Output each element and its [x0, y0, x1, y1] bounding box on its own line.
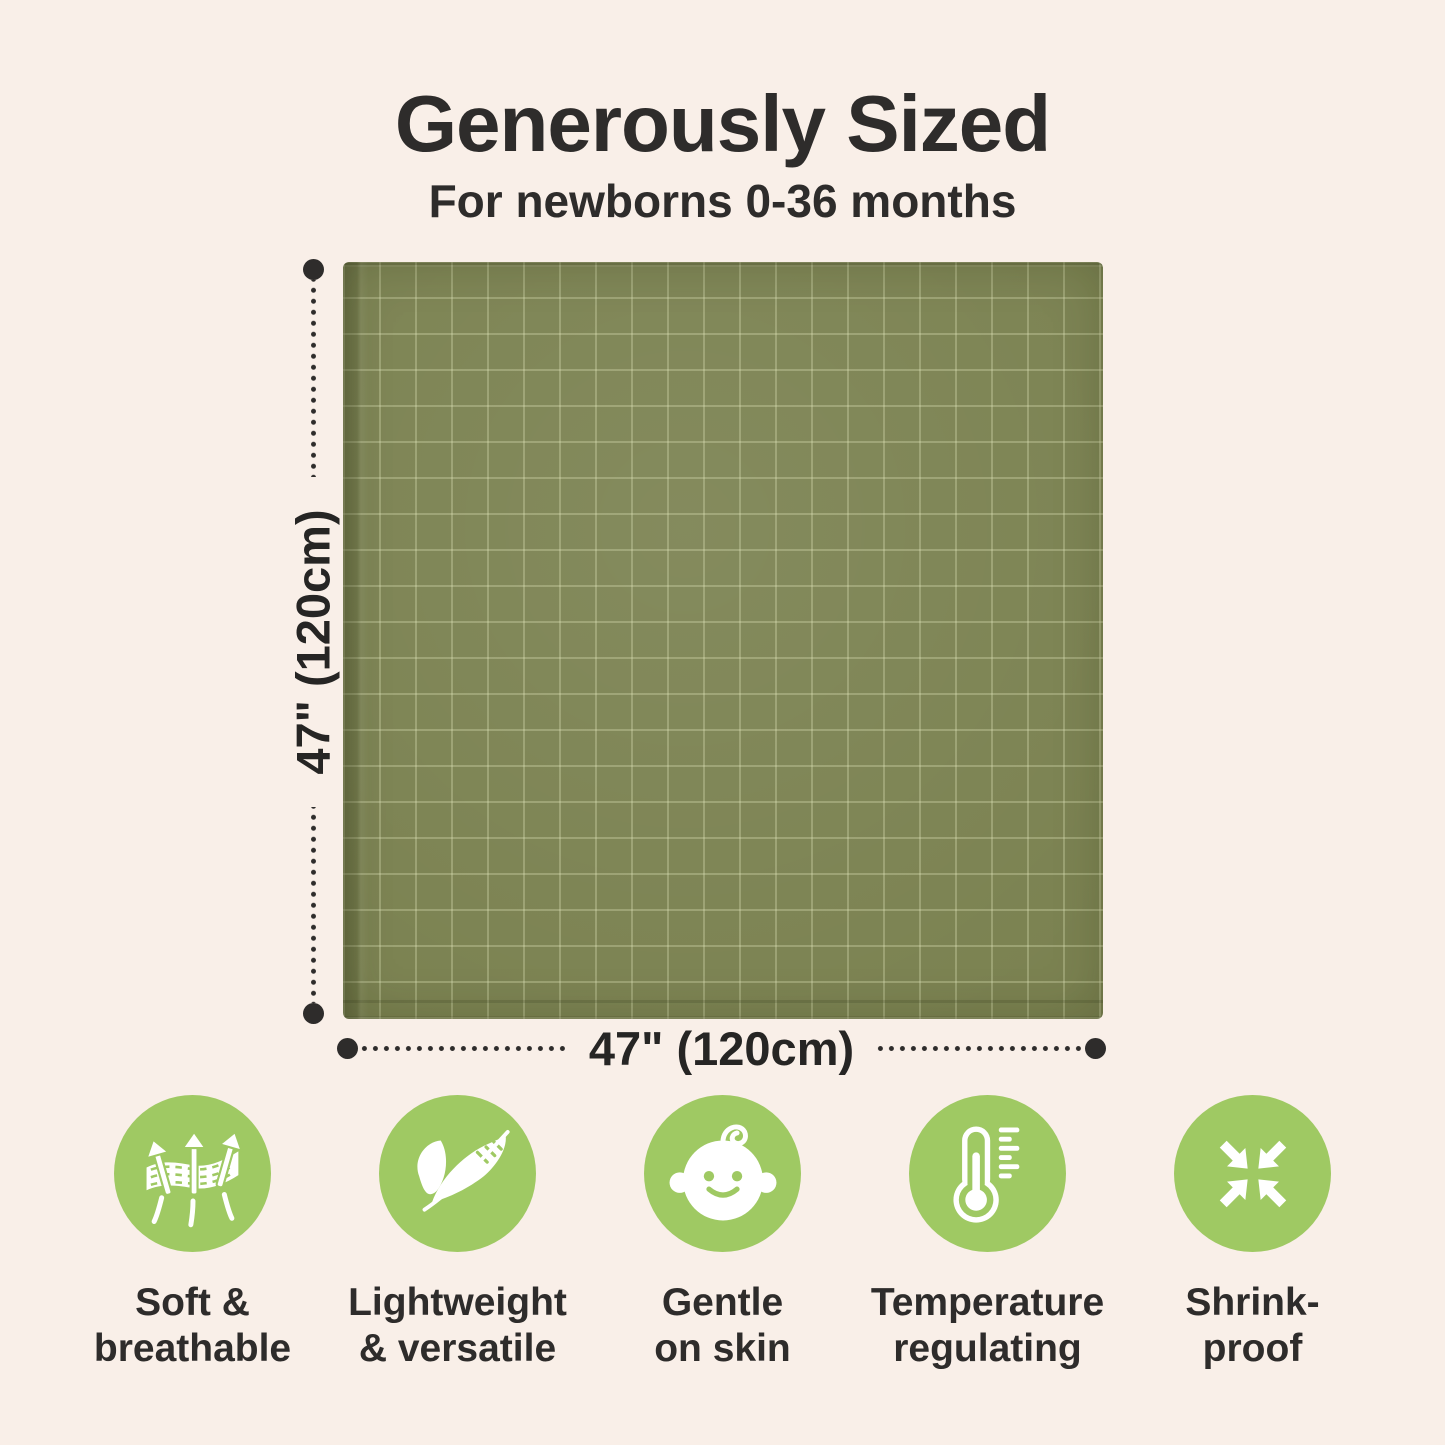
dimension-dot-right — [1085, 1037, 1106, 1059]
dimension-dotted-line-upper — [310, 280, 316, 477]
dimension-dotted-line-lower — [310, 806, 316, 1003]
feather-icon — [416, 1129, 510, 1212]
feature-label-line2: proof — [1202, 1326, 1303, 1370]
feature-label: Gentle on skin — [654, 1280, 791, 1371]
feature-label-line1: Gentle — [661, 1281, 784, 1324]
feature-temperature-regulating: Temperature regulating — [855, 1095, 1120, 1371]
dimension-dot-left — [337, 1037, 358, 1059]
width-dimension: 47" (120cm) — [337, 1022, 1106, 1075]
feature-circle — [379, 1095, 536, 1252]
feature-gentle-on-skin: Gentle on skin — [590, 1095, 855, 1371]
feature-circle — [644, 1095, 801, 1252]
breathable-fabric-icon — [145, 1130, 243, 1227]
feature-label-line2: on skin — [654, 1326, 791, 1370]
feature-shrink-proof: Shrink- proof — [1120, 1095, 1385, 1371]
feature-soft-breathable: Soft & breathable — [60, 1095, 325, 1371]
shrink-arrows-icon — [1219, 1140, 1286, 1207]
dimension-dotted-line-right — [874, 1045, 1085, 1051]
feature-circle — [909, 1095, 1066, 1252]
feature-label-line1: Temperature — [870, 1281, 1105, 1324]
features-row: Soft & breathable Lightweigh — [60, 1095, 1385, 1371]
baby-face-icon — [669, 1124, 776, 1220]
feature-label-line1: Lightweight — [348, 1281, 567, 1324]
height-dimension: 47" (120cm) — [287, 259, 340, 1024]
page-title: Generously Sized — [394, 79, 1051, 168]
feature-lightweight-versatile: Lightweight & versatile — [325, 1095, 590, 1371]
feature-label-line1: Soft & — [135, 1281, 250, 1324]
height-label-slot: 47" (120cm) — [287, 477, 340, 807]
feature-label: Shrink- proof — [1185, 1280, 1319, 1371]
width-dimension-label: 47" (120cm) — [588, 1021, 855, 1075]
feature-label: Temperature regulating — [871, 1280, 1104, 1371]
feature-circle — [114, 1095, 271, 1252]
feature-circle — [1174, 1095, 1331, 1252]
dimension-dot-top — [302, 259, 324, 280]
dimension-dot-bottom — [302, 1003, 324, 1024]
feature-label-line2: & versatile — [358, 1326, 557, 1370]
feature-label: Soft & breathable — [94, 1280, 291, 1371]
dimension-dotted-line-left — [358, 1045, 569, 1051]
page-subtitle: For newborns 0-36 months — [428, 175, 1017, 227]
thermometer-icon — [952, 1125, 1019, 1223]
header: Generously Sized For newborns 0-36 month… — [0, 79, 1445, 227]
feature-label-line2: regulating — [893, 1326, 1082, 1370]
height-dimension-label: 47" (120cm) — [286, 508, 340, 775]
blanket-image — [343, 262, 1103, 1019]
feature-label-line1: Shrink- — [1185, 1281, 1320, 1324]
feature-label: Lightweight & versatile — [348, 1280, 567, 1371]
feature-label-line2: breathable — [93, 1326, 292, 1370]
